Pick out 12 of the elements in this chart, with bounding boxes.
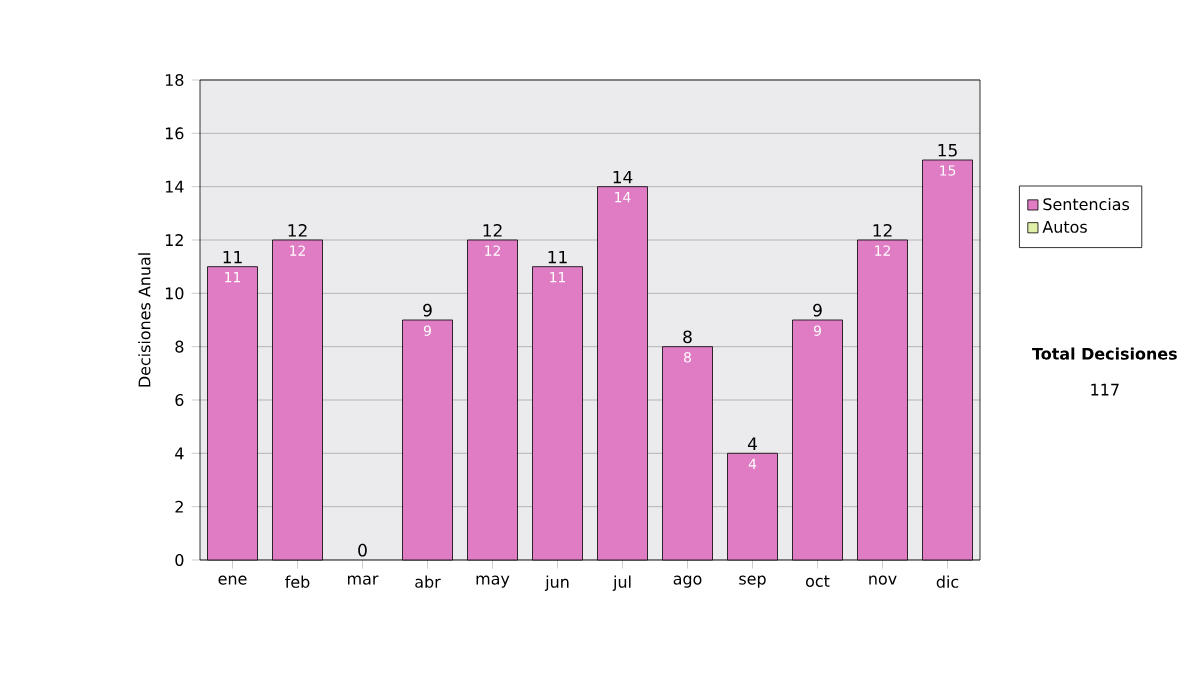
total-label: 12 <box>483 224 502 237</box>
total-label: 12 <box>873 224 892 237</box>
total-label: 11 <box>548 250 567 264</box>
total-label: 9 <box>813 303 822 317</box>
total-label: 14 <box>613 170 633 184</box>
total-label: 4 <box>747 437 757 450</box>
total-label: 9 <box>423 303 432 317</box>
total-label: 15 <box>938 144 957 157</box>
total-label: 11 <box>223 250 242 264</box>
total-label: 12 <box>288 224 307 237</box>
total-label: 0 <box>358 543 367 557</box>
total-label: 8 <box>683 330 692 344</box>
